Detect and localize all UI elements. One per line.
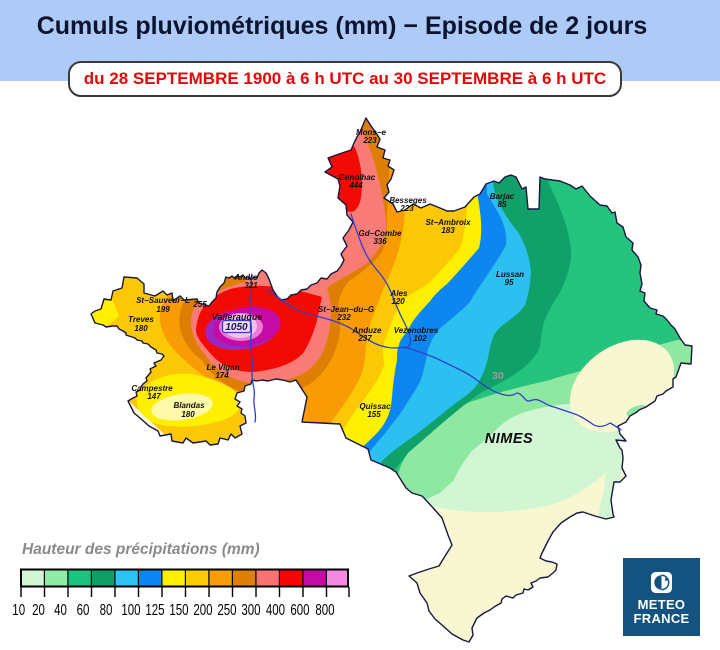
svg-text:125: 125 xyxy=(145,602,164,619)
svg-text:Treves: Treves xyxy=(128,315,154,324)
svg-text:20: 20 xyxy=(32,602,45,619)
svg-text:100: 100 xyxy=(121,602,140,619)
svg-text:600: 600 xyxy=(290,602,309,619)
svg-text:174: 174 xyxy=(215,371,229,380)
svg-text:Barjac: Barjac xyxy=(490,192,515,201)
svg-text:223: 223 xyxy=(399,204,414,213)
svg-text:85: 85 xyxy=(498,200,507,209)
svg-text:180: 180 xyxy=(181,410,195,419)
svg-text:NIMES: NIMES xyxy=(485,431,533,447)
svg-text:Genolhac: Genolhac xyxy=(339,173,376,182)
svg-text:Mons−e: Mons−e xyxy=(356,128,387,137)
svg-text:Campestre: Campestre xyxy=(131,384,173,393)
svg-text:Anduze: Anduze xyxy=(352,326,382,335)
svg-text:Lussan: Lussan xyxy=(496,270,524,279)
svg-text:400: 400 xyxy=(266,602,285,619)
svg-text:321: 321 xyxy=(244,281,258,290)
svg-text:30: 30 xyxy=(492,370,504,382)
svg-text:147: 147 xyxy=(147,392,161,401)
svg-text:Blandas: Blandas xyxy=(173,401,205,410)
svg-text:250: 250 xyxy=(217,602,236,619)
svg-text:180: 180 xyxy=(134,324,148,333)
svg-text:223: 223 xyxy=(362,136,377,145)
svg-text:95: 95 xyxy=(505,278,514,287)
svg-text:10: 10 xyxy=(12,602,25,619)
svg-text:150: 150 xyxy=(169,602,188,619)
svg-text:199: 199 xyxy=(156,305,170,314)
svg-text:St−Ambroix: St−Ambroix xyxy=(425,218,471,227)
svg-text:St−Sauveur−L: St−Sauveur−L xyxy=(136,296,190,305)
svg-text:120: 120 xyxy=(391,297,405,306)
svg-text:80: 80 xyxy=(100,602,113,619)
svg-text:1050: 1050 xyxy=(225,322,248,333)
svg-text:Ales: Ales xyxy=(390,289,408,298)
svg-text:60: 60 xyxy=(77,602,90,619)
svg-text:40: 40 xyxy=(54,602,67,619)
svg-text:Gd−Combe: Gd−Combe xyxy=(359,229,402,238)
svg-text:Valleraugue: Valleraugue xyxy=(212,312,263,322)
svg-text:Besseges: Besseges xyxy=(389,196,427,205)
svg-text:Vezenobres: Vezenobres xyxy=(394,326,439,335)
svg-text:237: 237 xyxy=(357,334,372,343)
svg-text:Le Vigan: Le Vigan xyxy=(206,363,239,372)
svg-text:155: 155 xyxy=(367,410,381,419)
svg-text:Andre: Andre xyxy=(233,273,258,282)
svg-text:102: 102 xyxy=(413,334,427,343)
svg-text:183: 183 xyxy=(441,226,455,235)
svg-text:St−Jean−du−G: St−Jean−du−G xyxy=(318,305,374,314)
svg-text:300: 300 xyxy=(241,602,260,619)
svg-text:336: 336 xyxy=(373,237,387,246)
svg-text:232: 232 xyxy=(336,313,351,322)
svg-text:200: 200 xyxy=(193,602,212,619)
svg-text:800: 800 xyxy=(315,602,334,619)
svg-text:444: 444 xyxy=(348,181,363,190)
svg-text:255: 255 xyxy=(192,300,207,309)
svg-text:Quissac: Quissac xyxy=(359,402,391,411)
